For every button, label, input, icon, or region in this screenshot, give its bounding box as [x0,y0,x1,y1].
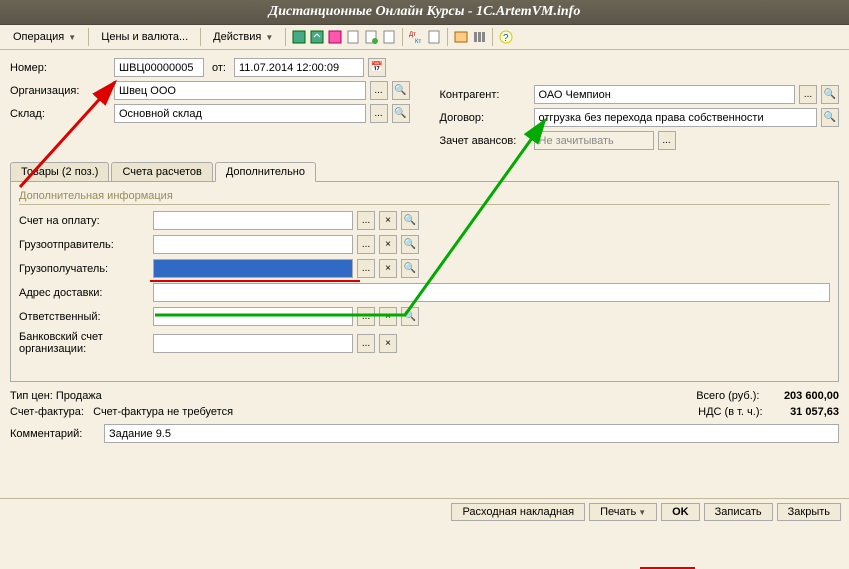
invoice-pay-label: Счет на оплату: [19,215,149,227]
invoice-summary-value: Счет-фактура не требуется [93,406,233,418]
vat-value: 31 057,63 [790,406,839,418]
toolbar-icon-3[interactable] [327,29,343,45]
svg-text:Дт: Дт [409,32,416,38]
toolbar-icon-2[interactable] [309,29,325,45]
advance-select-button[interactable]: ... [658,131,676,150]
contract-input[interactable] [534,108,818,127]
comment-label: Комментарий: [10,428,100,440]
summary-area: Тип цен: Продажа Всего (руб.): 203 600,0… [10,388,839,443]
responsible-input[interactable] [153,307,353,326]
tab-goods[interactable]: Товары (2 поз.) [10,162,109,181]
advance-input[interactable] [534,131,654,150]
shipper-select-button[interactable]: ... [357,235,375,254]
warehouse-search-button[interactable]: 🔍 [392,104,410,123]
consignee-search-button[interactable]: 🔍 [401,259,419,278]
tab-additional[interactable]: Дополнительно [215,162,316,182]
close-button[interactable]: Закрыть [777,503,841,521]
org-input[interactable] [114,81,366,100]
from-label: от: [212,62,226,74]
dt-kt-icon[interactable]: ДтКт [408,29,424,45]
operation-menu[interactable]: Операция▼ [6,28,83,46]
advance-label: Зачет авансов: [440,135,530,147]
counterparty-input[interactable] [534,85,796,104]
invoice-search-button[interactable]: 🔍 [401,211,419,230]
invoice-out-button[interactable]: Расходная накладная [451,503,585,521]
print-button[interactable]: Печать▼ [589,503,657,521]
bank-input[interactable] [153,334,353,353]
warehouse-input[interactable] [114,104,366,123]
calendar-button[interactable]: 📅 [368,58,386,77]
bank-select-button[interactable]: ... [357,334,375,353]
ok-button[interactable]: OK [661,503,700,521]
save-button[interactable]: Записать [704,503,773,521]
toolbar-icon-4[interactable] [345,29,361,45]
invoice-select-button[interactable]: ... [357,211,375,230]
prices-button[interactable]: Цены и валюта... [94,28,195,46]
number-input[interactable] [114,58,204,77]
invoice-clear-button[interactable]: × [379,211,397,230]
address-label: Адрес доставки: [19,287,149,299]
svg-text:?: ? [503,33,509,44]
svg-text:Кт: Кт [415,39,421,45]
bank-clear-button[interactable]: × [379,334,397,353]
shipper-search-button[interactable]: 🔍 [401,235,419,254]
toolbar-icon-6[interactable] [381,29,397,45]
org-select-button[interactable]: ... [370,81,388,100]
responsible-label: Ответственный: [19,311,149,323]
shipper-label: Грузоотправитель: [19,239,149,251]
warehouse-label: Склад: [10,108,110,120]
content-area: Номер: от: 📅 Организация: ... 🔍 Склад: .… [0,50,849,455]
main-toolbar: Операция▼ Цены и валюта... Действия▼ ДтК… [0,25,849,50]
responsible-clear-button[interactable]: × [379,307,397,326]
address-input[interactable] [153,283,830,302]
section-header: Дополнительная информация [19,190,830,205]
title-bar: Дистанционные Онлайн Курсы - 1C.ArtemVM.… [0,0,849,25]
contract-label: Договор: [440,112,530,124]
number-label: Номер: [10,62,110,74]
footer-bar: Расходная накладная Печать▼ OK Записать … [0,498,849,525]
vat-label: НДС (в т. ч.): [698,406,762,418]
toolbar-icon-5[interactable] [363,29,379,45]
total-value: 203 600,00 [784,390,839,402]
toolbar-icon-1[interactable] [291,29,307,45]
toolbar-icon-9[interactable] [453,29,469,45]
org-label: Организация: [10,85,110,97]
comment-input[interactable] [104,424,839,443]
counterparty-select-button[interactable]: ... [799,85,817,104]
toolbar-icon-8[interactable] [426,29,442,45]
warehouse-select-button[interactable]: ... [370,104,388,123]
shipper-input[interactable] [153,235,353,254]
counterparty-search-button[interactable]: 🔍 [821,85,839,104]
help-icon[interactable]: ? [498,29,514,45]
shipper-clear-button[interactable]: × [379,235,397,254]
consignee-input[interactable] [153,259,353,278]
consignee-select-button[interactable]: ... [357,259,375,278]
tabs-bar: Товары (2 поз.) Счета расчетов Дополните… [10,162,839,182]
total-label: Всего (руб.): [696,390,759,402]
invoice-summary-label: Счет-фактура: [10,406,84,418]
price-type-label: Тип цен: Продажа [10,390,102,402]
tab-content: Дополнительная информация Счет на оплату… [10,182,839,382]
toolbar-icon-10[interactable] [471,29,487,45]
actions-menu[interactable]: Действия▼ [206,28,280,46]
consignee-clear-button[interactable]: × [379,259,397,278]
bank-label: Банковский счет организации: [19,331,149,355]
org-search-button[interactable]: 🔍 [392,81,410,100]
consignee-label: Грузополучатель: [19,263,149,275]
responsible-select-button[interactable]: ... [357,307,375,326]
date-input[interactable] [234,58,364,77]
invoice-pay-input[interactable] [153,211,353,230]
tab-accounts[interactable]: Счета расчетов [111,162,212,181]
responsible-search-button[interactable]: 🔍 [401,307,419,326]
contract-search-button[interactable]: 🔍 [821,108,839,127]
counterparty-label: Контрагент: [440,89,530,101]
